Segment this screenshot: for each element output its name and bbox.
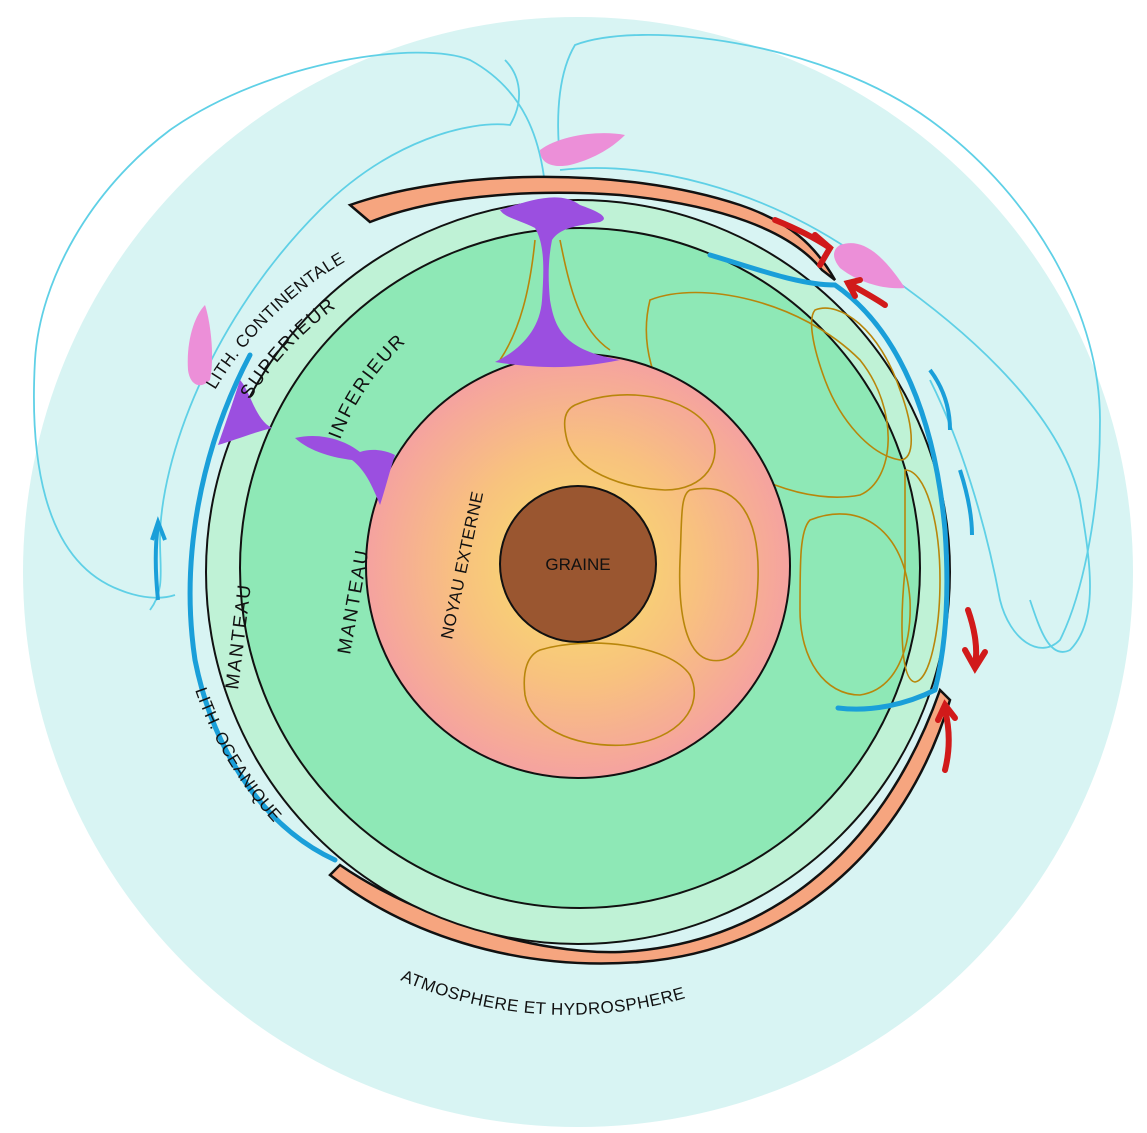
inner-core xyxy=(499,485,657,643)
oceanic-lithosphere xyxy=(187,252,950,863)
volcanic-plumes xyxy=(187,133,905,386)
fault-arrows xyxy=(772,217,988,773)
graine-label: GRAINE xyxy=(545,555,610,574)
pink-plume-left xyxy=(187,305,213,386)
magma-plume-mid xyxy=(295,435,395,505)
core-convection-cells xyxy=(523,394,759,747)
oceanic-flow-arrows xyxy=(150,368,974,601)
pink-plume-right xyxy=(834,243,905,289)
magma-plume-left xyxy=(218,380,272,445)
magma-plume-top xyxy=(495,197,620,368)
pink-plume-top xyxy=(540,133,625,167)
continental-lithosphere xyxy=(328,175,952,965)
magma-plumes xyxy=(218,197,620,505)
